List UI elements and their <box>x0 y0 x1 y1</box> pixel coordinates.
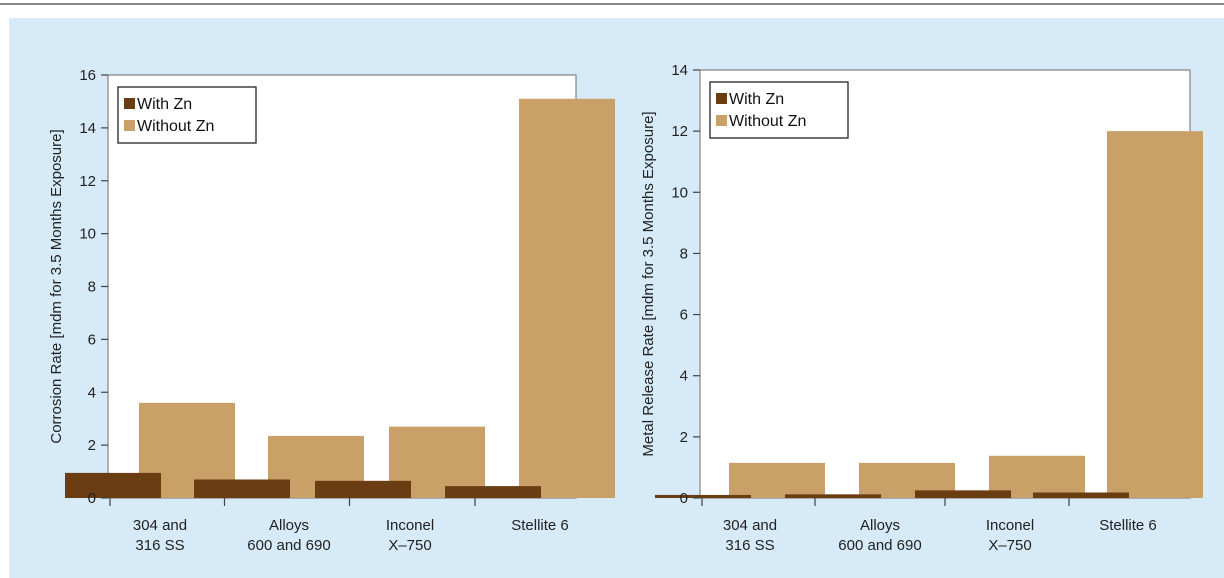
legend-swatch-without-zn <box>124 120 135 131</box>
category-label: 304 and <box>133 517 187 534</box>
category-label: Inconel <box>986 517 1034 534</box>
legend-swatch-with-zn <box>716 93 727 104</box>
chart-2: 0 2 4 6 8 10 12 14 304 and 316 SS Alloys 600 and 69… <box>640 62 1203 554</box>
y-tick-label: 0 <box>88 490 96 507</box>
y-axis-title: Corrosion Rate [mdm for 3.5 Months Expos… <box>48 129 65 443</box>
y-tick-label: 4 <box>680 368 688 385</box>
bar-without-zn-4 <box>1107 131 1203 498</box>
bar-with-zn-1 <box>655 494 751 498</box>
legend-label: With Zn <box>137 96 192 113</box>
legend-swatch-with-zn <box>124 98 135 109</box>
category-label: Stellite 6 <box>511 517 569 534</box>
y-tick-label: 8 <box>88 279 96 296</box>
chart-1: 0 2 4 6 8 10 12 14 16 304 and 316 SS Alloys 600 and … <box>48 67 615 554</box>
y-tick-label: 10 <box>671 184 688 201</box>
legend-label: Without Zn <box>729 113 806 130</box>
category-label: 600 and 690 <box>247 537 330 554</box>
y-tick-label: 4 <box>88 384 96 401</box>
category-label: Alloys <box>269 517 309 534</box>
y-tick-label: 14 <box>79 120 96 137</box>
bar-with-zn-2 <box>194 479 290 498</box>
y-tick-label: 6 <box>680 307 688 324</box>
y-tick-label: 0 <box>680 490 688 507</box>
y-tick-label: 16 <box>79 67 96 84</box>
y-tick-label: 12 <box>79 173 96 190</box>
category-label: 304 and <box>723 517 777 534</box>
charts: 0 2 4 6 8 10 12 14 16 304 and 316 SS Alloys 600 and … <box>48 62 1203 554</box>
bar-with-zn-4 <box>445 486 541 498</box>
category-label: X–750 <box>388 537 431 554</box>
bar-with-zn-3 <box>315 480 411 498</box>
y-tick-label: 12 <box>671 123 688 140</box>
bar-with-zn-3 <box>915 490 1011 498</box>
category-label: 316 SS <box>135 537 184 554</box>
legend-swatch-without-zn <box>716 115 727 126</box>
bar-with-zn-1 <box>65 472 161 498</box>
category-label: X–750 <box>988 537 1031 554</box>
category-label: Stellite 6 <box>1099 517 1157 534</box>
category-label: 600 and 690 <box>838 537 921 554</box>
category-label: Alloys <box>860 517 900 534</box>
bar-without-zn-4 <box>519 98 615 498</box>
legend-box <box>709 81 849 139</box>
y-tick-label: 10 <box>79 226 96 243</box>
bar-with-zn-2 <box>785 494 881 498</box>
y-tick-label: 2 <box>680 429 688 446</box>
y-tick-label: 14 <box>671 62 688 79</box>
y-axis-title: Metal Release Rate [mdm for 3.5 Months E… <box>640 111 657 456</box>
y-tick-label: 2 <box>88 437 96 454</box>
bar-with-zn-4 <box>1033 492 1129 498</box>
legend-label: Without Zn <box>137 118 214 135</box>
category-label: Inconel <box>386 517 434 534</box>
y-tick-label: 6 <box>88 331 96 348</box>
y-tick-label: 8 <box>680 245 688 262</box>
bar-without-zn-1 <box>729 462 825 498</box>
legend-label: With Zn <box>729 91 784 108</box>
legend-box <box>117 86 257 144</box>
category-label: 316 SS <box>725 537 774 554</box>
